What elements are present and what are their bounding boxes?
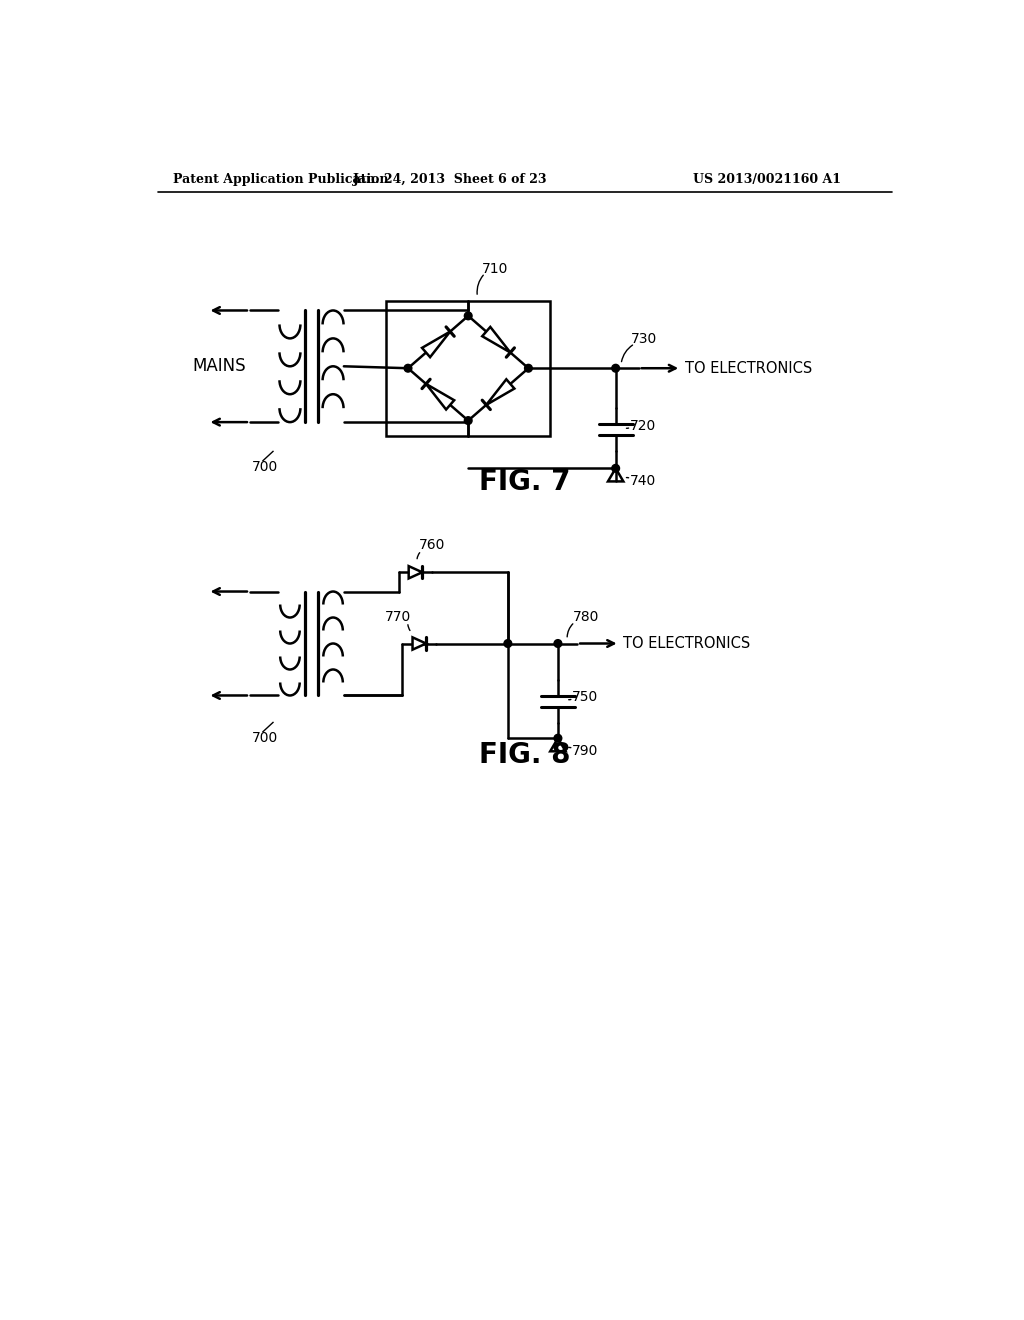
Text: 700: 700 (252, 459, 279, 474)
Circle shape (611, 465, 620, 473)
Text: FIG. 7: FIG. 7 (479, 467, 570, 496)
Polygon shape (426, 384, 455, 409)
Text: 720: 720 (630, 418, 655, 433)
Circle shape (554, 734, 562, 742)
Circle shape (554, 640, 562, 647)
Polygon shape (422, 331, 451, 358)
Polygon shape (413, 638, 426, 649)
Circle shape (464, 312, 472, 319)
Polygon shape (486, 379, 514, 405)
Polygon shape (409, 566, 422, 578)
Text: US 2013/0021160 A1: US 2013/0021160 A1 (692, 173, 841, 186)
Circle shape (504, 640, 512, 647)
Text: 790: 790 (571, 743, 598, 758)
Text: Patent Application Publication: Patent Application Publication (173, 173, 388, 186)
Text: 710: 710 (482, 261, 509, 276)
Text: 770: 770 (385, 610, 411, 623)
Circle shape (464, 417, 472, 425)
Circle shape (524, 364, 532, 372)
Text: 730: 730 (631, 331, 657, 346)
Text: 780: 780 (573, 610, 600, 623)
Text: 700: 700 (252, 731, 279, 744)
Text: 740: 740 (630, 474, 655, 487)
Bar (386, 301, 550, 436)
Polygon shape (482, 327, 510, 352)
Circle shape (404, 364, 412, 372)
Text: Jan. 24, 2013  Sheet 6 of 23: Jan. 24, 2013 Sheet 6 of 23 (353, 173, 548, 186)
Text: TO ELECTRONICS: TO ELECTRONICS (624, 636, 751, 651)
Text: 760: 760 (419, 539, 445, 552)
Circle shape (611, 364, 620, 372)
Text: FIG. 8: FIG. 8 (479, 741, 570, 770)
Text: TO ELECTRONICS: TO ELECTRONICS (685, 360, 812, 376)
Text: MAINS: MAINS (193, 358, 246, 375)
Text: 750: 750 (571, 690, 598, 705)
